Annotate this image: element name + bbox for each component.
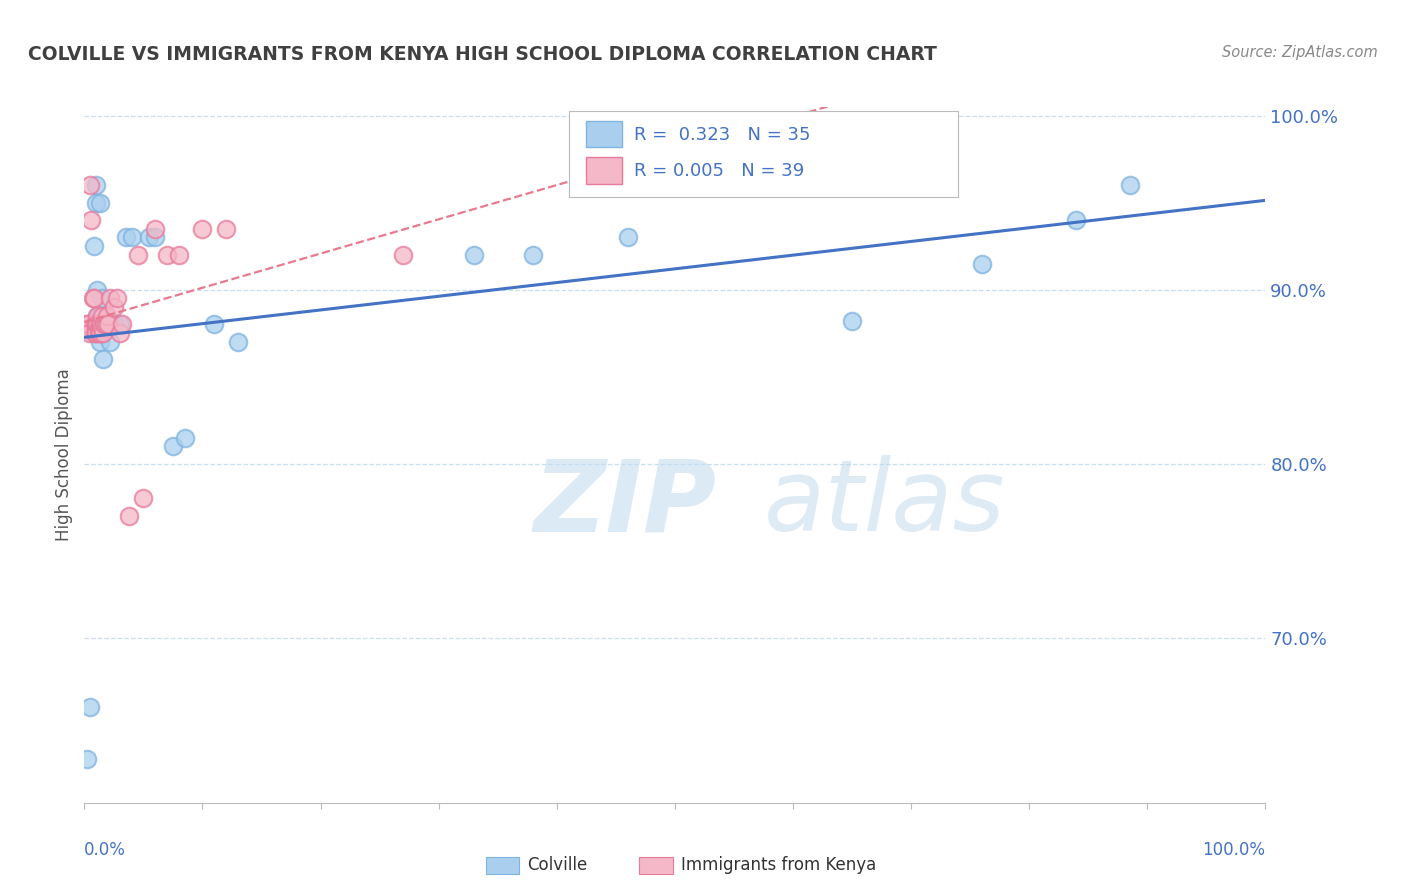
Point — [1118, 178, 1140, 193]
Point — [970, 256, 993, 270]
Point — [138, 230, 160, 244]
Point — [156, 248, 179, 262]
Point — [91, 326, 114, 340]
Point — [103, 318, 125, 332]
Point — [91, 309, 114, 323]
Point — [91, 326, 114, 340]
Point — [86, 309, 108, 323]
Point — [84, 326, 107, 340]
Point — [93, 318, 115, 332]
Text: 0.0%: 0.0% — [84, 841, 127, 859]
Point — [79, 178, 101, 193]
Point — [87, 309, 110, 323]
Point — [215, 221, 238, 235]
Point — [90, 318, 112, 332]
Point — [84, 326, 107, 340]
Point — [91, 352, 114, 367]
Point — [77, 318, 100, 332]
Text: R = 0.005   N = 39: R = 0.005 N = 39 — [634, 162, 804, 180]
Bar — [586, 121, 621, 147]
Point — [616, 230, 638, 244]
Text: atlas: atlas — [763, 455, 1005, 552]
Point — [392, 248, 415, 262]
Point — [86, 283, 108, 297]
Point — [86, 318, 108, 332]
Point — [89, 318, 111, 332]
Point — [87, 326, 110, 340]
Point — [173, 430, 195, 444]
Point — [463, 248, 485, 262]
Text: 100.0%: 100.0% — [1202, 841, 1265, 859]
Point — [82, 326, 104, 340]
Point — [83, 239, 105, 253]
Text: ZIP: ZIP — [533, 455, 716, 552]
Point — [121, 230, 143, 244]
Text: Source: ZipAtlas.com: Source: ZipAtlas.com — [1222, 45, 1378, 60]
FancyBboxPatch shape — [568, 111, 959, 197]
Point — [76, 318, 98, 332]
Point — [79, 700, 101, 714]
Point — [167, 248, 190, 262]
Point — [226, 334, 249, 349]
Point — [96, 309, 118, 323]
Point — [80, 213, 103, 227]
Point — [143, 221, 166, 235]
Point — [841, 314, 863, 328]
Point — [162, 439, 184, 453]
Point — [94, 318, 117, 332]
Point — [98, 334, 121, 349]
Point — [108, 318, 131, 332]
Text: COLVILLE VS IMMIGRANTS FROM KENYA HIGH SCHOOL DIPLOMA CORRELATION CHART: COLVILLE VS IMMIGRANTS FROM KENYA HIGH S… — [28, 45, 936, 63]
Point — [76, 752, 98, 766]
Point — [108, 326, 131, 340]
Point — [84, 318, 107, 332]
Point — [94, 318, 117, 332]
Point — [143, 230, 166, 244]
Point — [118, 508, 141, 523]
Point — [87, 321, 110, 335]
Point — [522, 248, 544, 262]
Point — [202, 318, 225, 332]
Point — [91, 321, 114, 335]
Point — [191, 221, 214, 235]
Point — [111, 318, 134, 332]
Point — [84, 318, 107, 332]
Point — [98, 291, 121, 305]
Bar — [586, 157, 621, 184]
Point — [114, 230, 136, 244]
Point — [84, 318, 107, 332]
Point — [90, 326, 112, 340]
Bar — [486, 857, 519, 874]
Point — [97, 318, 120, 332]
Text: Colville: Colville — [527, 856, 588, 874]
Point — [91, 291, 114, 305]
Point — [107, 291, 129, 305]
Point — [89, 326, 111, 340]
Point — [103, 300, 125, 314]
Point — [83, 291, 105, 305]
Bar — [640, 857, 672, 874]
Point — [89, 195, 111, 210]
Y-axis label: High School Diploma: High School Diploma — [55, 368, 73, 541]
Point — [127, 248, 149, 262]
Point — [86, 309, 108, 323]
Point — [82, 291, 104, 305]
Point — [1066, 213, 1088, 227]
Text: Immigrants from Kenya: Immigrants from Kenya — [681, 856, 876, 874]
Point — [84, 178, 107, 193]
Point — [77, 326, 100, 340]
Text: R =  0.323   N = 35: R = 0.323 N = 35 — [634, 126, 810, 144]
Point — [89, 334, 111, 349]
Point — [84, 195, 107, 210]
Point — [132, 491, 155, 506]
